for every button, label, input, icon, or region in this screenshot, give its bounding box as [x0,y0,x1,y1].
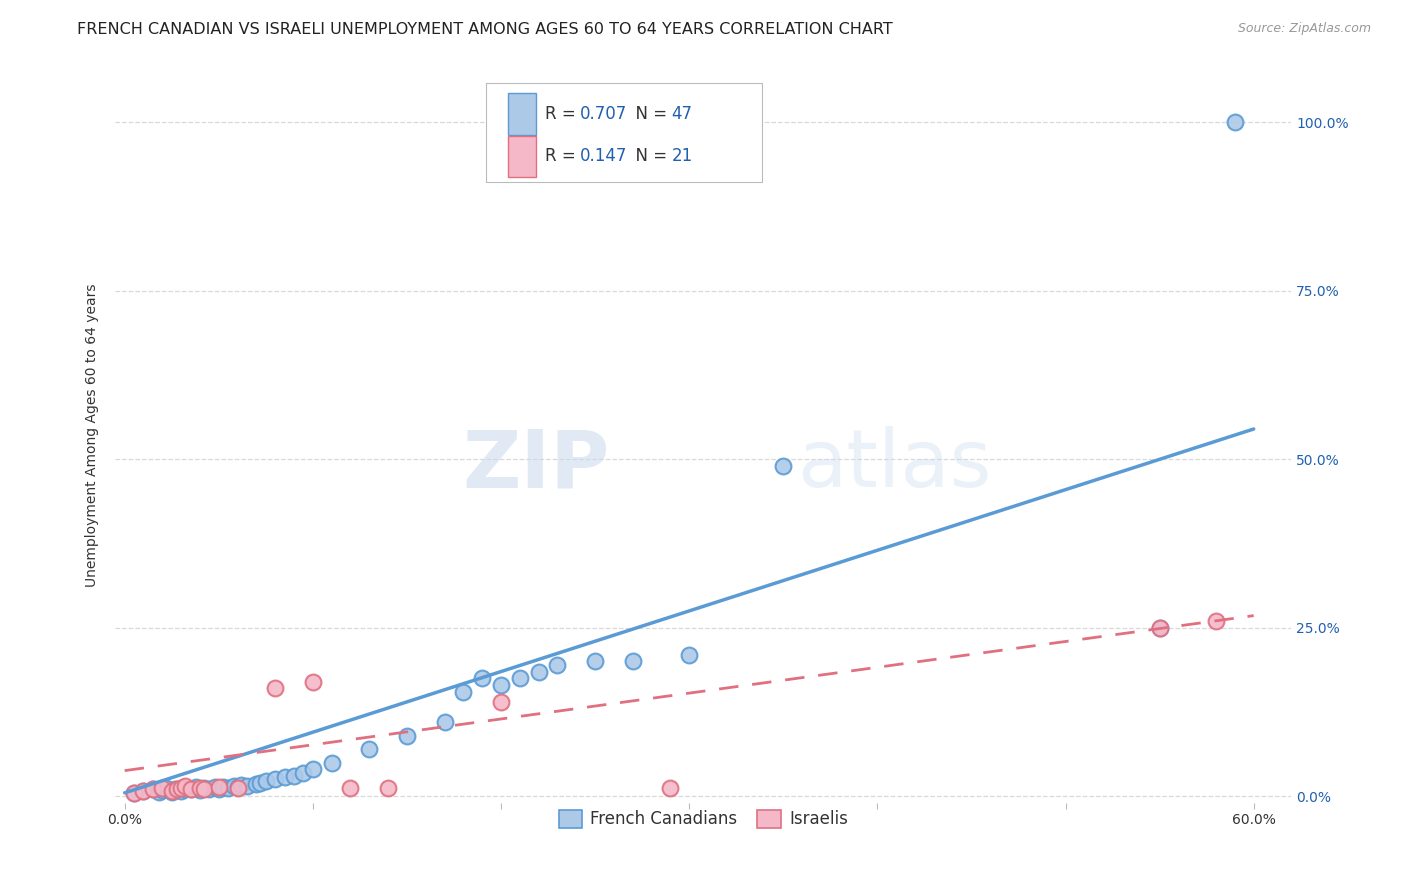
Point [1223,115,1246,129]
Point [226,781,249,796]
Point [283,769,305,783]
Point [142,782,165,797]
Point [204,780,226,794]
Point [583,655,606,669]
Text: 0.147: 0.147 [579,147,627,165]
Text: N =: N = [624,105,672,123]
Point [433,715,456,730]
Point [188,783,211,797]
Point [174,779,197,793]
Point [236,779,259,793]
Point [489,695,512,709]
Point [160,784,183,798]
Point [193,782,215,797]
Point [211,780,233,795]
FancyBboxPatch shape [508,136,536,178]
Point [264,772,287,787]
Point [254,774,277,789]
Text: 21: 21 [672,147,693,165]
Text: 0.707: 0.707 [579,105,627,123]
Point [359,742,381,756]
Point [132,784,155,798]
Point [395,729,418,743]
Point [659,781,682,796]
Point [321,756,343,770]
Point [245,777,267,791]
Point [198,781,221,796]
Point [678,648,700,662]
Point [142,782,165,797]
Point [150,783,173,797]
Text: atlas: atlas [797,426,991,504]
Text: Source: ZipAtlas.com: Source: ZipAtlas.com [1237,22,1371,36]
Point [249,776,271,790]
Point [1205,614,1227,628]
Point [208,780,231,795]
Point [208,782,231,797]
Point [170,784,193,798]
Point [1149,621,1171,635]
Point [170,781,193,796]
Point [174,781,197,796]
Point [546,657,568,672]
Point [527,665,550,679]
Point [132,784,155,798]
Point [339,781,361,796]
FancyBboxPatch shape [508,94,536,135]
Text: FRENCH CANADIAN VS ISRAELI UNEMPLOYMENT AMONG AGES 60 TO 64 YEARS CORRELATION CH: FRENCH CANADIAN VS ISRAELI UNEMPLOYMENT … [77,22,893,37]
Point [180,782,202,797]
Point [453,685,475,699]
Point [302,762,325,776]
Point [148,785,170,799]
Point [165,782,187,797]
Point [264,681,287,696]
Point [186,780,208,795]
Point [509,671,531,685]
Text: R =: R = [544,105,581,123]
Point [292,765,315,780]
Point [217,781,239,796]
Y-axis label: Unemployment Among Ages 60 to 64 years: Unemployment Among Ages 60 to 64 years [86,284,100,588]
Point [122,786,145,800]
Point [273,770,295,784]
Text: 47: 47 [672,105,693,123]
Point [226,780,249,795]
Point [471,671,494,685]
Point [1149,621,1171,635]
Point [193,781,215,796]
Point [231,779,253,793]
Point [222,779,245,793]
Point [489,678,512,692]
Point [150,781,173,796]
Text: R =: R = [544,147,581,165]
Legend: French Canadians, Israelis: French Canadians, Israelis [553,803,855,835]
Point [377,781,399,796]
Point [155,781,177,796]
Point [772,458,794,473]
Point [166,782,188,797]
FancyBboxPatch shape [485,83,762,182]
Point [302,674,325,689]
Point [122,786,145,800]
Text: N =: N = [624,147,672,165]
Text: ZIP: ZIP [463,426,609,504]
Point [160,784,183,798]
Point [621,655,644,669]
Point [180,782,202,797]
Point [188,781,211,796]
